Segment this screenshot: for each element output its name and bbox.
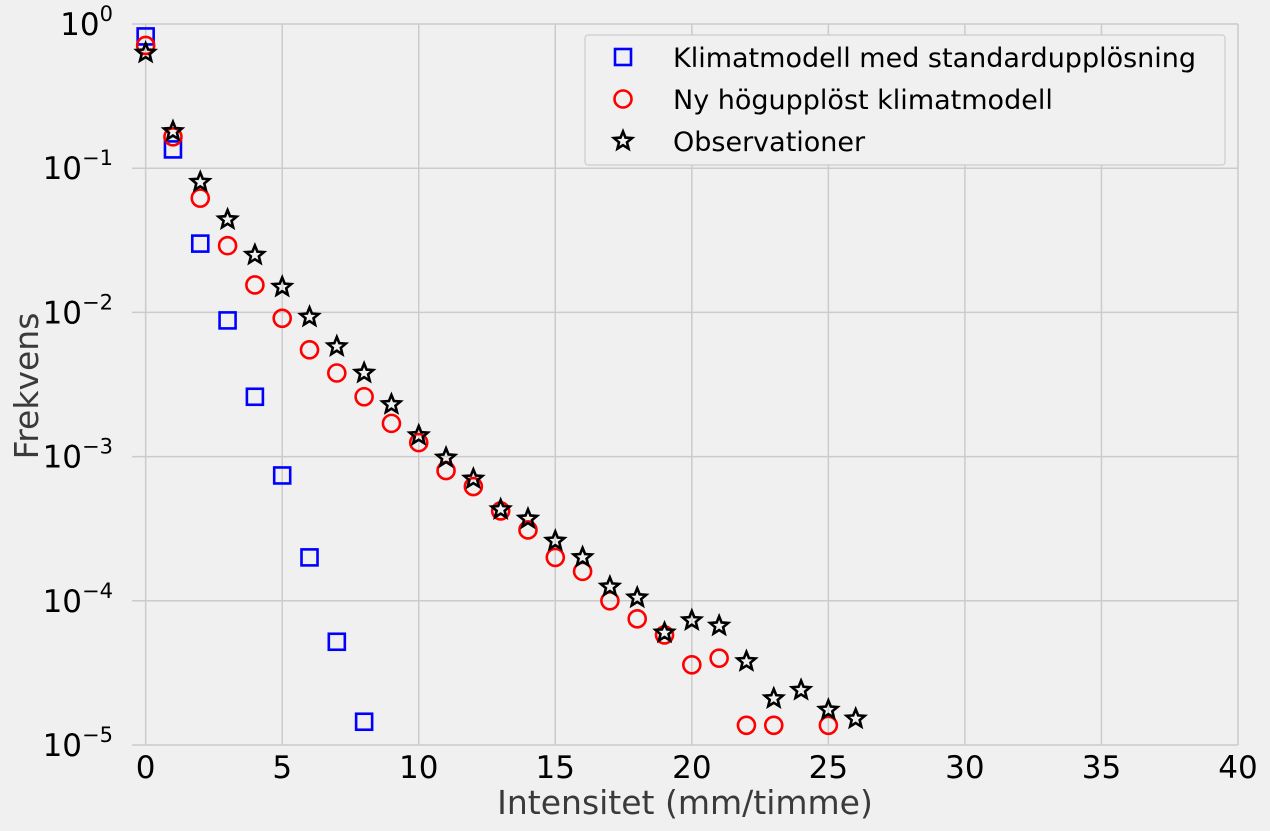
x-tick-label: 15 bbox=[536, 750, 575, 786]
x-tick-label: 5 bbox=[272, 750, 292, 786]
x-tick-label: 35 bbox=[1082, 750, 1121, 786]
data-marks bbox=[133, 27, 869, 736]
star-point bbox=[542, 527, 568, 552]
star-point bbox=[297, 303, 322, 328]
y-tick-label: 100 bbox=[60, 2, 113, 43]
square-point bbox=[163, 140, 183, 159]
series-square bbox=[136, 27, 374, 732]
star-point bbox=[734, 648, 759, 672]
legend-marker-square bbox=[613, 47, 633, 67]
star-point bbox=[242, 242, 268, 266]
star-point bbox=[269, 274, 295, 298]
circle-point bbox=[245, 275, 265, 295]
square-point bbox=[245, 387, 265, 407]
star-point bbox=[624, 584, 650, 609]
legend-entry: Observationer bbox=[673, 127, 866, 158]
star-point bbox=[515, 505, 541, 530]
star-point bbox=[597, 573, 623, 598]
circle-point bbox=[327, 363, 347, 383]
legend-entry: Ny högupplöst klimatmodell bbox=[673, 85, 1053, 116]
y-axis-label: Frekvens bbox=[7, 313, 46, 460]
square-point bbox=[327, 632, 347, 652]
y-tick-label: 10−5 bbox=[43, 723, 113, 764]
legend-marker-circle bbox=[613, 89, 633, 109]
circle-point bbox=[408, 432, 429, 453]
circle-point bbox=[190, 188, 211, 208]
x-tick-label: 0 bbox=[136, 750, 156, 786]
square-point bbox=[300, 548, 319, 567]
circle-point bbox=[627, 609, 648, 629]
legend-marker-star bbox=[610, 128, 636, 152]
star-point bbox=[215, 206, 240, 231]
circle-point bbox=[818, 715, 839, 736]
circle-point bbox=[163, 127, 183, 147]
square-point bbox=[218, 311, 237, 330]
circle-point bbox=[272, 308, 292, 329]
circle-point bbox=[736, 715, 757, 736]
star-point bbox=[160, 118, 186, 142]
series-star bbox=[133, 39, 869, 730]
star-point bbox=[761, 685, 787, 710]
x-tick-label: 20 bbox=[672, 750, 711, 786]
star-point bbox=[488, 496, 513, 520]
star-point bbox=[816, 696, 841, 721]
legend: Klimatmodell med standardupplösning Ny hö… bbox=[584, 34, 1226, 166]
star-point bbox=[706, 612, 732, 637]
star-point bbox=[433, 444, 459, 469]
circle-point bbox=[518, 520, 538, 540]
x-tick-label: 30 bbox=[945, 750, 984, 786]
star-point bbox=[570, 544, 595, 568]
x-axis-label: Intensitet (mm/timme) bbox=[497, 783, 873, 822]
square-point bbox=[272, 466, 292, 485]
square-point bbox=[190, 234, 210, 253]
x-axis-ticks: 0 5 10 15 20 25 30 35 40 bbox=[136, 750, 1258, 786]
circle-point bbox=[545, 547, 566, 568]
circle-point bbox=[135, 35, 156, 56]
star-point bbox=[379, 391, 404, 415]
square-point bbox=[354, 712, 374, 732]
circle-point bbox=[709, 648, 729, 668]
y-tick-label: 10−1 bbox=[43, 146, 113, 187]
star-point bbox=[133, 39, 158, 64]
star-point bbox=[406, 422, 432, 447]
legend-frame bbox=[584, 34, 1226, 166]
star-point bbox=[324, 333, 350, 358]
circle-point bbox=[354, 386, 374, 407]
x-tick-label: 25 bbox=[809, 750, 848, 786]
x-tick-label: 40 bbox=[1218, 750, 1257, 786]
star-point bbox=[788, 677, 814, 701]
circle-point bbox=[299, 340, 320, 360]
circle-point bbox=[217, 235, 238, 256]
circle-point bbox=[682, 654, 702, 675]
legend-entry: Klimatmodell med standardupplösning bbox=[673, 43, 1196, 74]
circle-point bbox=[463, 476, 484, 497]
y-tick-label: 10−3 bbox=[43, 435, 113, 476]
y-tick-label: 10−4 bbox=[43, 579, 113, 620]
y-axis-ticks: 100 10−1 10−2 10−3 10−4 10−5 bbox=[43, 2, 113, 764]
x-tick-label: 10 bbox=[399, 750, 438, 786]
y-tick-label: 10−2 bbox=[43, 290, 113, 331]
circle-point bbox=[763, 715, 784, 736]
star-point bbox=[187, 169, 213, 193]
star-point bbox=[843, 705, 869, 730]
star-point bbox=[652, 619, 677, 644]
star-point bbox=[351, 360, 377, 384]
circle-point bbox=[381, 413, 402, 434]
star-point bbox=[679, 607, 705, 631]
star-point bbox=[461, 465, 486, 490]
